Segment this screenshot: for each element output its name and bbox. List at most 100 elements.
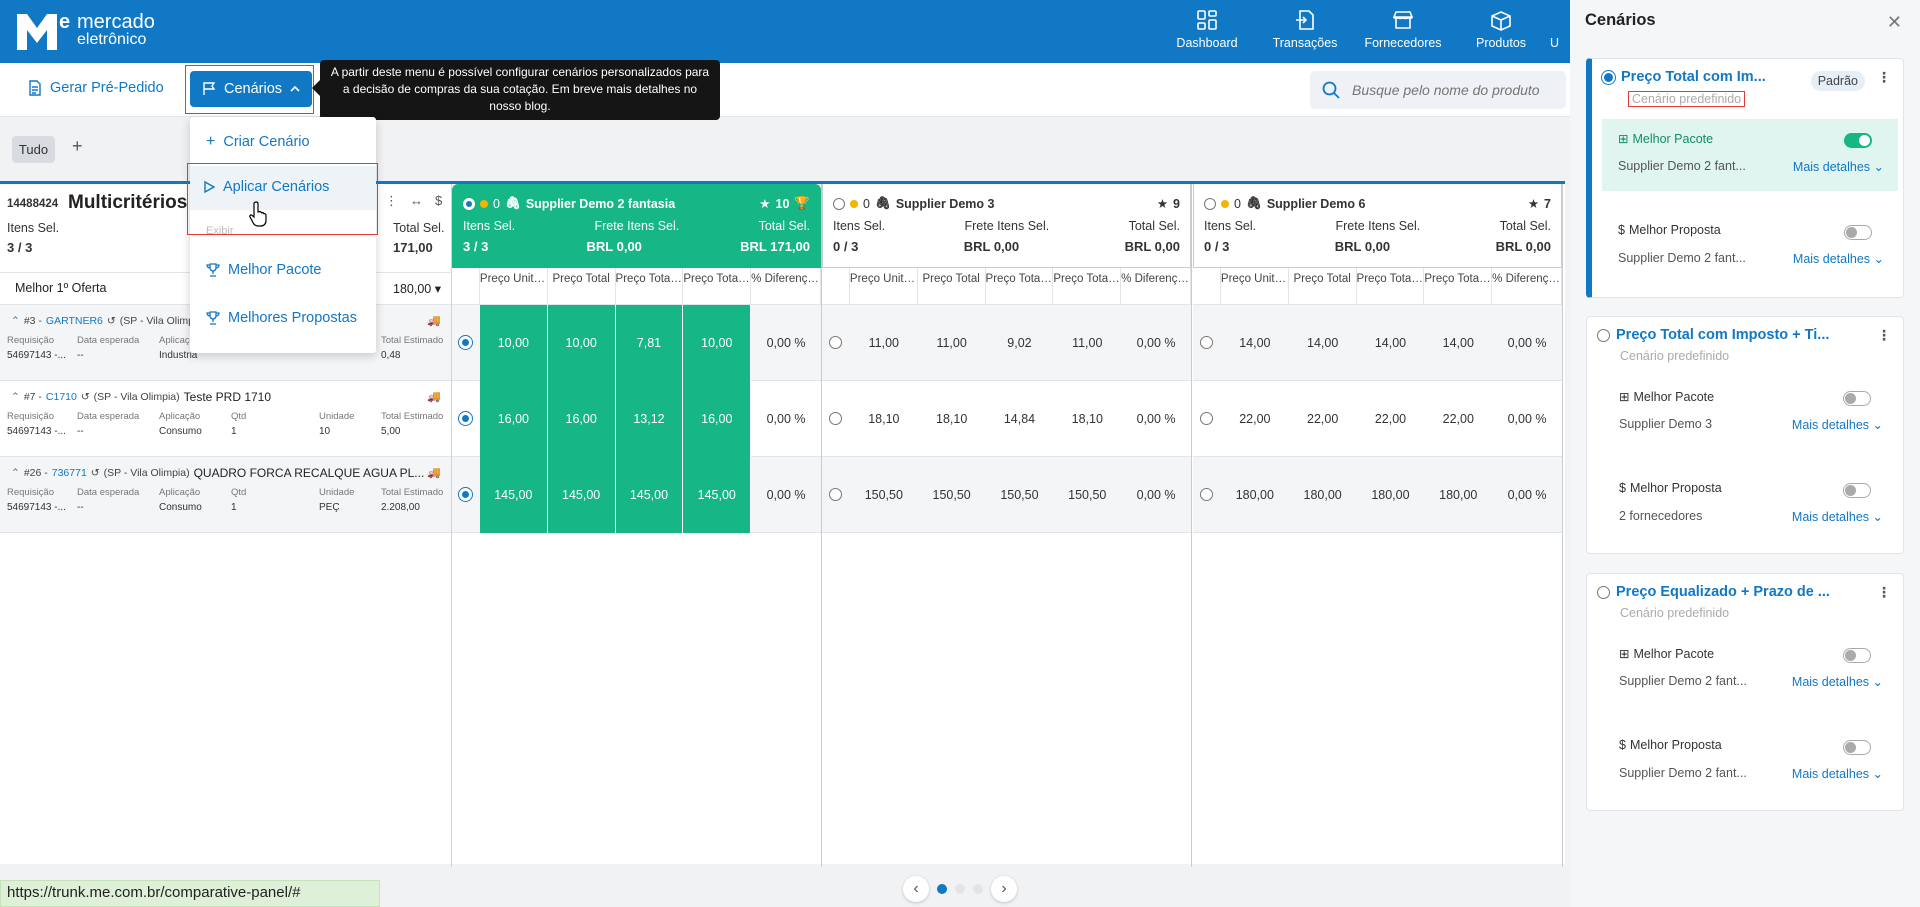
page-dot[interactable]: [937, 884, 947, 894]
supplier-radio[interactable]: [833, 197, 845, 210]
expand-icon[interactable]: ↔: [410, 193, 423, 208]
close-icon[interactable]: ✕: [1886, 12, 1902, 32]
truck-icon[interactable]: 🚚: [427, 315, 441, 327]
scenario-card[interactable]: Preço Total com Imposto + Ti... Cenário …: [1586, 316, 1904, 554]
table-row[interactable]: 14,00 14,00 14,00 14,00 0,00 %: [1193, 305, 1562, 381]
prev-page-button[interactable]: ‹: [903, 876, 929, 902]
scenario-radio[interactable]: [1602, 70, 1615, 84]
melhores-propostas-item[interactable]: Melhores Propostas: [206, 310, 357, 326]
proposta-toggle[interactable]: [1843, 483, 1871, 498]
table-row[interactable]: ⌃ #7 - C1710 ↺ (SP - Vila Olimpia) Teste…: [0, 381, 451, 457]
pacote-toggle[interactable]: [1844, 133, 1872, 148]
pacote-toggle[interactable]: [1843, 391, 1871, 406]
table-row[interactable]: 22,00 22,00 22,00 22,00 0,00 %: [1193, 381, 1562, 457]
next-page-button[interactable]: ›: [991, 876, 1017, 902]
scenario-card[interactable]: Preço Equalizado + Prazo de ... Cenário …: [1586, 573, 1904, 811]
row-select[interactable]: [1193, 457, 1221, 533]
radio-button[interactable]: [1200, 488, 1214, 501]
truck-icon[interactable]: 🚚: [427, 391, 441, 403]
nav-fornecedores[interactable]: Fornecedores: [1354, 6, 1452, 50]
page-dot[interactable]: [955, 884, 965, 894]
more-vertical-icon[interactable]: ⋮: [1877, 69, 1891, 85]
radio-button[interactable]: [829, 488, 843, 501]
table-row[interactable]: 16,00 16,00 13,12 16,00 0,00 %: [452, 380, 821, 457]
nav-more[interactable]: U: [1550, 6, 1570, 50]
item-col-value[interactable]: 54697143 -...: [7, 502, 66, 513]
tab-tudo[interactable]: Tudo: [12, 136, 55, 163]
aplicar-cenarios-item[interactable]: Aplicar Cenários: [204, 179, 329, 195]
search-input[interactable]: [1352, 82, 1552, 98]
mais-detalhes-link[interactable]: Mais detalhes ⌄: [1791, 675, 1883, 689]
table-row[interactable]: 180,00 180,00 180,00 180,00 0,00 %: [1193, 457, 1562, 533]
scenario-radio[interactable]: [1597, 585, 1610, 599]
radio-button[interactable]: [459, 412, 473, 425]
truck-icon[interactable]: 🚚: [427, 467, 441, 479]
item-code[interactable]: 736771: [51, 467, 87, 479]
nav-dashboard[interactable]: Dashboard: [1158, 6, 1256, 50]
total-value: BRL 171,00: [740, 239, 810, 254]
currency-icon[interactable]: $: [435, 193, 443, 208]
item-code[interactable]: C1710: [45, 391, 77, 403]
item-col: Unidade 10: [319, 409, 381, 439]
melhor-proposta-option: $ Melhor Proposta 2 fornecedores Mais det…: [1603, 469, 1897, 541]
more-vertical-icon[interactable]: ⋮: [385, 193, 398, 208]
attachment-count: 0: [863, 196, 870, 211]
logo[interactable]: e mercado eletrônico: [15, 10, 155, 52]
table-row[interactable]: 145,00 145,00 145,00 145,00 0,00 %: [452, 456, 821, 533]
scenario-subtitle: Cenário predefinido: [1628, 91, 1746, 107]
gerar-pre-pedido-button[interactable]: Gerar Pré-Pedido: [28, 80, 164, 96]
product-search[interactable]: [1310, 71, 1566, 109]
supplier-header[interactable]: 0 🖇 Supplier Demo 6 ★ 7 Itens Sel. Frete…: [1193, 184, 1562, 268]
radio-button[interactable]: [1200, 412, 1214, 425]
supplier-header[interactable]: 0 🖇 Supplier Demo 3 ★ 9 Itens Sel. Frete…: [822, 184, 1191, 268]
cenarios-button[interactable]: Cenários: [190, 71, 312, 107]
row-select[interactable]: [822, 381, 850, 457]
supplier-radio[interactable]: [1204, 197, 1216, 210]
radio-button[interactable]: [829, 336, 843, 349]
mais-detalhes-link[interactable]: Mais detalhes ⌄: [1791, 510, 1883, 524]
row-select[interactable]: [1193, 305, 1221, 381]
radio-button[interactable]: [459, 336, 473, 349]
table-row[interactable]: ⌃ #26 - 736771 ↺ (SP - Vila Olimpia) QUA…: [0, 457, 451, 533]
row-select[interactable]: [452, 457, 480, 533]
nav-transacoes[interactable]: Transações: [1256, 6, 1354, 50]
radio-button[interactable]: [829, 412, 843, 425]
scenario-radio[interactable]: [1597, 328, 1610, 342]
table-row[interactable]: 18,10 18,10 14,84 18,10 0,00 %: [822, 381, 1191, 457]
chevron-up-icon[interactable]: ⌃: [11, 467, 20, 479]
radio-button[interactable]: [459, 488, 473, 501]
nav-produtos[interactable]: Produtos: [1452, 6, 1550, 50]
add-tab-button[interactable]: +: [72, 136, 83, 156]
row-select[interactable]: [452, 305, 480, 381]
item-code[interactable]: GARTNER6: [45, 315, 103, 327]
table-row[interactable]: 11,00 11,00 9,02 11,00 0,00 %: [822, 305, 1191, 381]
criar-cenario-item[interactable]: + Criar Cenário: [206, 133, 310, 151]
chevron-up-icon[interactable]: ⌃: [11, 315, 20, 327]
proposta-toggle[interactable]: [1843, 740, 1871, 755]
more-vertical-icon[interactable]: ⋮: [1877, 584, 1891, 600]
scenario-card[interactable]: Preço Total com Im... Cenário predefinid…: [1586, 58, 1904, 298]
supplier-header[interactable]: 0 🖇 Supplier Demo 2 fantasia ★ 10 🏆 Iten…: [452, 184, 821, 268]
item-col-value[interactable]: 54697143 -...: [7, 350, 66, 361]
mais-detalhes-link[interactable]: Mais detalhes ⌄: [1792, 160, 1884, 174]
row-select[interactable]: [452, 381, 480, 457]
mais-detalhes-link[interactable]: Mais detalhes ⌄: [1792, 252, 1884, 266]
trophy-icon: [206, 263, 220, 277]
radio-button[interactable]: [1200, 336, 1214, 349]
row-select[interactable]: [822, 305, 850, 381]
melhor-pacote-item[interactable]: Melhor Pacote: [206, 262, 322, 278]
mais-detalhes-link[interactable]: Mais detalhes ⌄: [1791, 418, 1883, 432]
proposta-toggle[interactable]: [1844, 225, 1872, 240]
chevron-up-icon[interactable]: ⌃: [11, 391, 20, 403]
item-col-value[interactable]: 54697143 -...: [7, 426, 66, 437]
supplier-radio[interactable]: [463, 197, 475, 210]
row-select[interactable]: [822, 457, 850, 533]
table-row[interactable]: 10,00 10,00 7,81 10,00 0,00 %: [452, 304, 821, 381]
page-dot[interactable]: [973, 884, 983, 894]
supplier-column: 0 🖇 Supplier Demo 2 fantasia ★ 10 🏆 Iten…: [452, 184, 822, 867]
pacote-toggle[interactable]: [1843, 648, 1871, 663]
row-select[interactable]: [1193, 381, 1221, 457]
table-row[interactable]: 150,50 150,50 150,50 150,50 0,00 %: [822, 457, 1191, 533]
more-vertical-icon[interactable]: ⋮: [1877, 327, 1891, 343]
mais-detalhes-link[interactable]: Mais detalhes ⌄: [1791, 767, 1883, 781]
